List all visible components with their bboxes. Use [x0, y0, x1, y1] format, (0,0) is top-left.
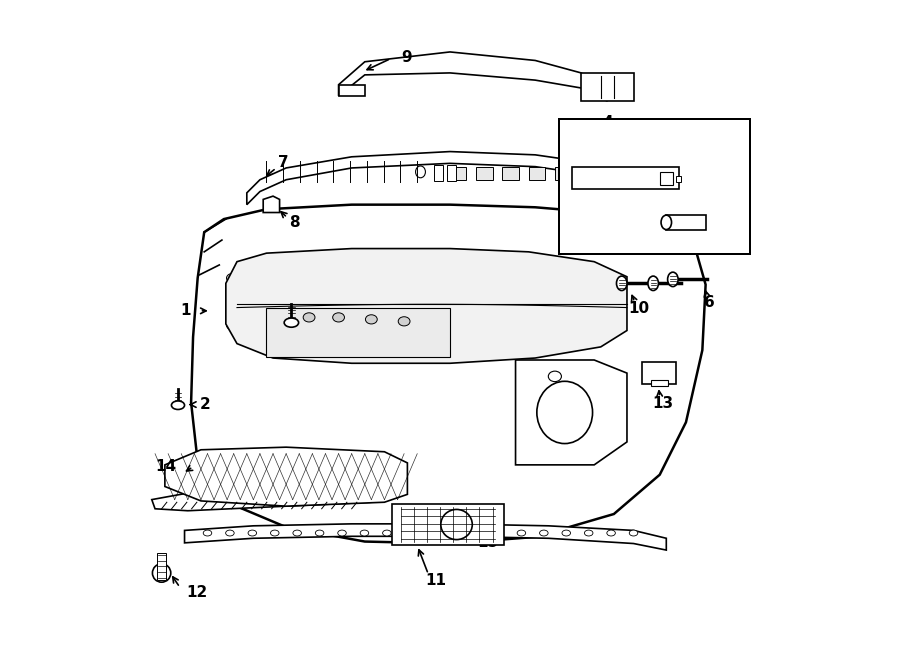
Text: 10: 10: [628, 301, 649, 317]
Ellipse shape: [562, 530, 571, 536]
Bar: [528, 167, 545, 180]
FancyBboxPatch shape: [560, 119, 751, 254]
Polygon shape: [191, 205, 706, 543]
Ellipse shape: [271, 530, 279, 536]
Text: 9: 9: [400, 50, 411, 65]
FancyBboxPatch shape: [392, 504, 504, 545]
Ellipse shape: [303, 313, 315, 322]
Text: 13: 13: [652, 397, 673, 411]
Bar: [676, 176, 681, 182]
Ellipse shape: [284, 318, 299, 327]
Polygon shape: [266, 307, 450, 357]
Bar: [666, 215, 706, 229]
Ellipse shape: [668, 272, 678, 287]
Ellipse shape: [360, 530, 369, 536]
Polygon shape: [338, 52, 608, 101]
Ellipse shape: [584, 530, 593, 536]
Ellipse shape: [450, 530, 458, 536]
Ellipse shape: [333, 313, 345, 322]
Ellipse shape: [227, 321, 239, 330]
Polygon shape: [226, 249, 627, 364]
Ellipse shape: [152, 564, 171, 582]
Text: 2: 2: [200, 397, 211, 412]
Polygon shape: [184, 524, 666, 550]
Bar: [660, 172, 673, 185]
Ellipse shape: [171, 401, 184, 409]
Text: 4: 4: [602, 115, 613, 130]
Ellipse shape: [540, 530, 548, 536]
Ellipse shape: [315, 530, 324, 536]
Text: 3: 3: [309, 320, 320, 334]
Polygon shape: [516, 360, 627, 465]
Text: 1: 1: [181, 303, 191, 319]
Bar: [476, 167, 492, 180]
Text: 7: 7: [277, 155, 288, 170]
Ellipse shape: [405, 530, 414, 536]
Ellipse shape: [629, 530, 638, 536]
Ellipse shape: [203, 530, 212, 536]
Ellipse shape: [518, 530, 526, 536]
Text: 12: 12: [186, 585, 208, 600]
Ellipse shape: [227, 290, 239, 299]
Bar: [434, 165, 443, 181]
Bar: [652, 379, 668, 386]
FancyBboxPatch shape: [642, 362, 676, 384]
Ellipse shape: [616, 276, 627, 291]
Ellipse shape: [398, 317, 410, 326]
Polygon shape: [581, 73, 634, 101]
Ellipse shape: [662, 215, 671, 229]
Ellipse shape: [648, 276, 659, 291]
Polygon shape: [263, 196, 280, 213]
Polygon shape: [338, 85, 364, 96]
Text: 8: 8: [289, 215, 300, 230]
Bar: [581, 167, 598, 180]
Text: 14: 14: [155, 459, 176, 475]
Ellipse shape: [248, 530, 256, 536]
Bar: [450, 167, 466, 180]
Bar: [446, 165, 456, 181]
Ellipse shape: [472, 530, 481, 536]
Ellipse shape: [338, 530, 346, 536]
Ellipse shape: [226, 530, 234, 536]
Ellipse shape: [495, 530, 503, 536]
Bar: [502, 167, 518, 180]
Ellipse shape: [292, 530, 302, 536]
Bar: [157, 553, 166, 580]
Ellipse shape: [382, 530, 392, 536]
Ellipse shape: [227, 306, 239, 315]
Polygon shape: [152, 493, 372, 511]
Bar: [555, 167, 572, 180]
Ellipse shape: [428, 530, 436, 536]
Ellipse shape: [227, 274, 239, 283]
Text: 15: 15: [478, 535, 499, 551]
Ellipse shape: [365, 315, 377, 324]
Text: 11: 11: [425, 573, 446, 588]
Ellipse shape: [607, 530, 616, 536]
Polygon shape: [165, 447, 408, 506]
Text: 6: 6: [704, 295, 715, 310]
FancyBboxPatch shape: [572, 167, 680, 189]
Text: 5: 5: [704, 173, 715, 187]
Polygon shape: [247, 151, 614, 205]
